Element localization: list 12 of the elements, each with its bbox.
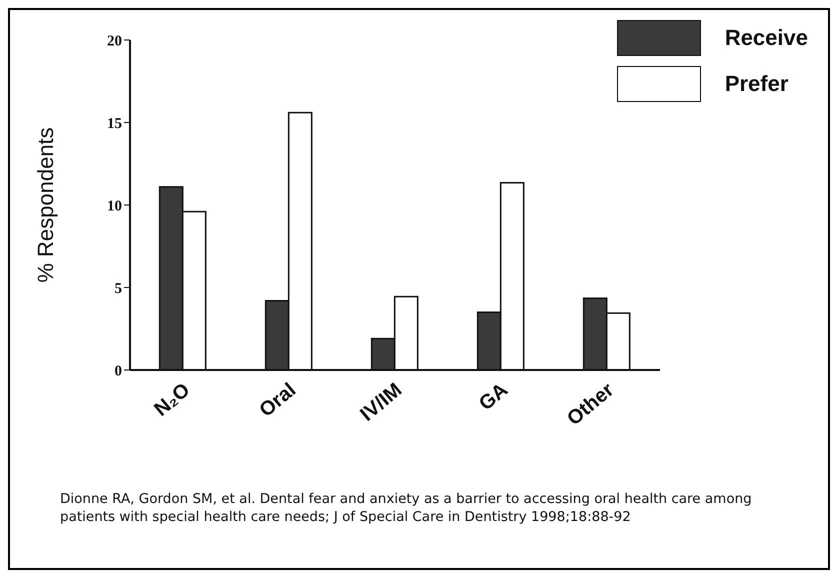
y-tick-label: 15	[107, 116, 122, 132]
y-tick-label: 0	[114, 363, 122, 380]
text: Dionne RA, Gordon SM, et al. Dental fear and anxiety as a barrier to accessing oral health care among patients with special health care needs; J of Special Care in Dentistry 1998;18:88-92	[60, 490, 753, 526]
x-tick-label: N₂O	[150, 378, 194, 421]
y-tick-label: 5	[114, 280, 122, 297]
x-tick-label: GA	[475, 378, 512, 416]
y-tick-label: 20	[107, 33, 122, 50]
x-tick-label: Oral	[255, 378, 300, 422]
y-tick-label: 10	[107, 198, 122, 214]
y-axis-title: % Respondents	[32, 127, 58, 283]
legend-label: Prefer	[724, 71, 788, 97]
legend-label: Receive	[724, 25, 808, 51]
